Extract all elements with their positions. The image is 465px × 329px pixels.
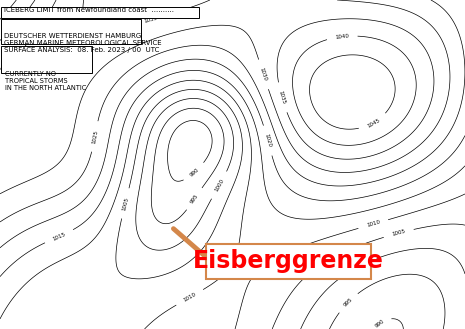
Text: 1025: 1025 <box>0 30 12 43</box>
Text: 1005: 1005 <box>391 229 406 237</box>
Text: 1020: 1020 <box>264 133 272 148</box>
Bar <box>1 46 92 73</box>
Text: Eisberggrenze: Eisberggrenze <box>193 249 384 273</box>
Bar <box>1 7 199 18</box>
Text: GERMAN MARINE METEOROLOGICAL SERVICE: GERMAN MARINE METEOROLOGICAL SERVICE <box>4 40 161 46</box>
Bar <box>1 19 141 44</box>
Text: SURFACE ANALYSIS:  08. Feb. 2023 / 00  UTC: SURFACE ANALYSIS: 08. Feb. 2023 / 00 UTC <box>4 47 159 53</box>
Text: DEUTSCHER WETTERDIENST HAMBURG: DEUTSCHER WETTERDIENST HAMBURG <box>4 33 141 38</box>
Text: 1035: 1035 <box>143 15 158 23</box>
Text: 1040: 1040 <box>335 34 349 40</box>
Text: 1045: 1045 <box>366 117 380 128</box>
Text: 1030: 1030 <box>259 67 268 82</box>
Text: 995: 995 <box>189 193 199 205</box>
Text: 1015: 1015 <box>52 231 66 241</box>
Text: 1010: 1010 <box>182 292 197 303</box>
Bar <box>206 244 371 279</box>
Text: 990: 990 <box>189 167 200 178</box>
Text: 1005: 1005 <box>121 196 129 211</box>
Text: ICEBERG LIMIT from Newfoundland coast  ..........: ICEBERG LIMIT from Newfoundland coast ..… <box>4 7 174 13</box>
Text: 1010: 1010 <box>366 220 381 228</box>
Text: 990: 990 <box>374 319 385 329</box>
Text: CURRENTLY NO
TROPICAL STORMS
IN THE NORTH ATLANTIC: CURRENTLY NO TROPICAL STORMS IN THE NORT… <box>5 71 86 91</box>
Text: 995: 995 <box>342 297 353 308</box>
Text: 1030: 1030 <box>0 60 12 73</box>
Text: 1035: 1035 <box>278 90 286 105</box>
Text: 1000: 1000 <box>355 259 370 270</box>
Text: 1000: 1000 <box>213 178 225 192</box>
Text: 1025: 1025 <box>91 129 99 144</box>
